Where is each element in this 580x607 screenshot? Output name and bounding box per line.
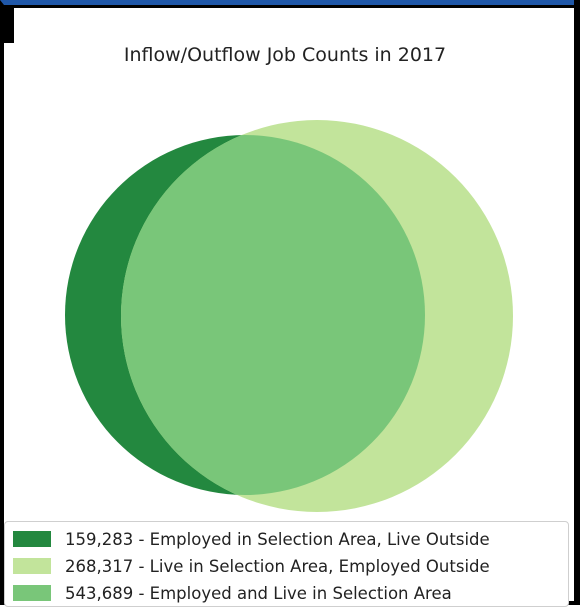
legend-label-inflow: 159,283 - Employed in Selection Area, Li… [65, 529, 490, 549]
chart-title: Inflow/Outflow Job Counts in 2017 [123, 44, 447, 66]
frame-corner [0, 5, 14, 43]
frame-top-bar [0, 5, 576, 8]
legend-label-outflow: 268,317 - Live in Selection Area, Employ… [65, 556, 490, 576]
legend-item-outflow: 268,317 - Live in Selection Area, Employ… [5, 554, 570, 578]
legend-swatch-interior [13, 585, 51, 601]
legend-swatch-outflow [13, 558, 51, 574]
legend-label-interior: 543,689 - Employed and Live in Selection… [65, 583, 452, 603]
legend-swatch-inflow [13, 531, 51, 547]
frame-right-edge [574, 0, 580, 605]
legend-item-inflow: 159,283 - Employed in Selection Area, Li… [5, 527, 570, 551]
legend: 159,283 - Employed in Selection Area, Li… [4, 521, 569, 607]
legend-item-interior: 543,689 - Employed and Live in Selection… [5, 581, 570, 605]
overlap-employed-and-live [121, 135, 425, 495]
